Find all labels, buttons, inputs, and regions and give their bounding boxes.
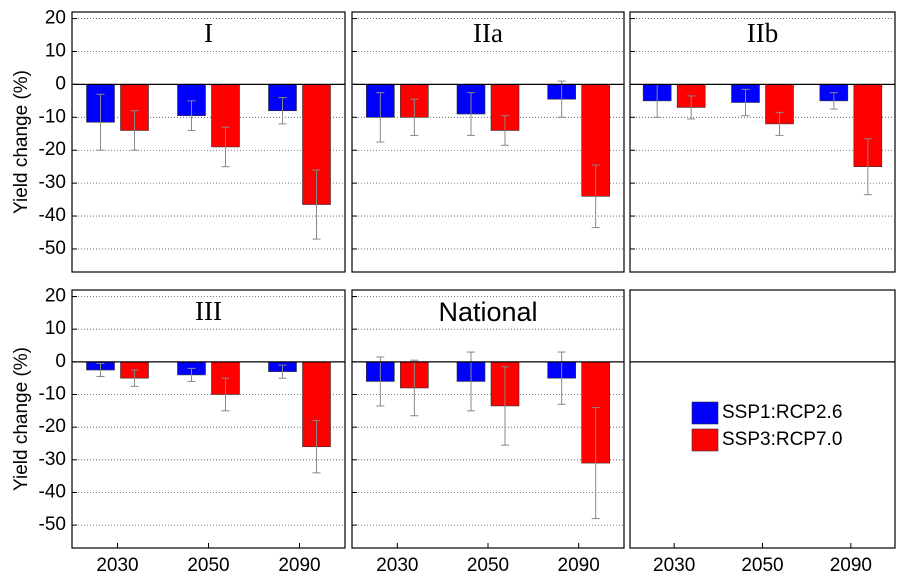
panel-frame [71, 11, 346, 273]
legend-swatch [691, 428, 719, 452]
panel-frame [629, 11, 896, 273]
y-tick-label: 20 [45, 286, 66, 307]
x-tick-label: 2030 [376, 555, 418, 576]
x-tick-label: 2090 [558, 555, 600, 576]
y-tick-label: -40 [39, 205, 66, 226]
panel-title: I [204, 18, 213, 48]
y-tick-label: -10 [39, 106, 66, 127]
y-tick-label: -50 [39, 238, 66, 259]
y-tick-label: -30 [39, 172, 66, 193]
y-tick-label: -10 [39, 384, 66, 405]
x-tick-label: 2030 [96, 555, 138, 576]
x-tick-label: 2050 [467, 555, 509, 576]
y-tick-label: 20 [45, 8, 66, 29]
panel-title: IIa [473, 18, 503, 48]
y-axis-label: Yield change (%) [11, 347, 32, 491]
y-tick-label: -30 [39, 449, 66, 470]
legend-label: SSP1:RCP2.6 [722, 402, 842, 423]
y-tick-label: 10 [45, 41, 66, 62]
panel-title: III [195, 296, 222, 326]
panel-title: National [438, 297, 537, 327]
panel-title: IIb [747, 18, 778, 48]
x-tick-label: 2050 [187, 555, 229, 576]
y-tick-label: -40 [39, 481, 66, 502]
legend-label: SSP3:RCP7.0 [722, 429, 842, 450]
y-tick-label: 10 [45, 318, 66, 339]
legend-swatch [691, 401, 719, 425]
y-tick-label: -20 [39, 139, 66, 160]
x-tick-label: 2090 [278, 555, 320, 576]
y-tick-label: 0 [55, 73, 66, 94]
y-tick-label: -50 [39, 514, 66, 535]
panel-frame [351, 11, 625, 273]
y-axis-label: Yield change (%) [11, 70, 32, 214]
x-tick-label: 2090 [830, 555, 872, 576]
y-tick-label: 0 [55, 351, 66, 372]
x-tick-label: 2030 [653, 555, 695, 576]
y-tick-label: -20 [39, 416, 66, 437]
x-tick-label: 2050 [741, 555, 783, 576]
bar [581, 84, 610, 197]
